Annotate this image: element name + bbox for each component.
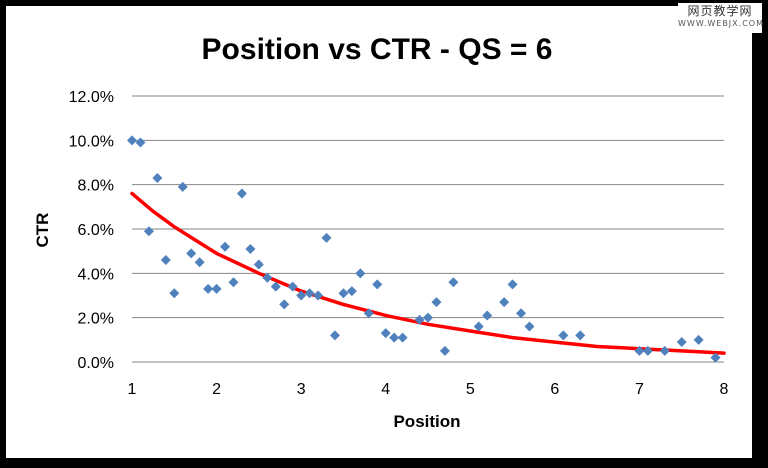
data-point: [346, 286, 357, 297]
data-point: [338, 288, 349, 299]
data-point: [304, 288, 315, 299]
data-point: [524, 321, 535, 332]
y-tick-labels: 0.0% 2.0% 4.0% 6.0% 8.0% 10.0% 12.0%: [69, 89, 114, 372]
data-point: [203, 283, 214, 294]
gridlines: [132, 95, 724, 363]
watermark-sub: WWW.WEBJX.COM: [678, 19, 764, 28]
data-point: [329, 330, 340, 341]
data-point: [676, 337, 687, 348]
data-point: [228, 277, 239, 288]
data-point: [143, 226, 154, 237]
data-point: [355, 268, 366, 279]
data-point: [220, 241, 231, 252]
data-point: [423, 312, 433, 323]
y-tick-label: 6.0%: [78, 222, 114, 239]
trendline-group: [130, 191, 726, 355]
data-point: [321, 232, 332, 243]
data-point: [575, 330, 586, 341]
y-tick-label: 10.0%: [69, 133, 114, 150]
data-points: [127, 135, 721, 363]
data-point: [211, 283, 222, 294]
y-tick-label: 4.0%: [78, 266, 114, 283]
data-point: [253, 259, 264, 270]
x-tick-label: 1: [128, 381, 137, 398]
data-point: [270, 281, 281, 292]
trendline: [130, 191, 726, 355]
x-tick-label: 3: [297, 381, 306, 398]
chart-title: Position vs CTR - QS = 6: [202, 33, 553, 66]
data-point: [473, 321, 484, 332]
x-tick-label: 2: [212, 381, 221, 398]
chart-frame: [6, 6, 752, 458]
data-point: [245, 243, 256, 254]
x-tick-label: 8: [720, 381, 729, 398]
data-point: [693, 334, 704, 345]
data-point: [363, 308, 374, 319]
y-axis-label: CTR: [33, 213, 52, 248]
data-point: [431, 297, 442, 308]
data-point: [516, 308, 527, 319]
data-point: [397, 332, 408, 343]
data-point: [160, 255, 171, 266]
data-point: [296, 290, 307, 301]
data-point: [389, 332, 400, 343]
x-axis-label: Position: [393, 412, 460, 431]
y-tick-label: 0.0%: [78, 355, 114, 372]
x-tick-labels: 1 2 3 4 5 6 7 8: [128, 381, 729, 398]
data-point: [262, 272, 273, 283]
data-point: [236, 188, 247, 199]
data-point: [507, 279, 518, 290]
y-tick-label: 8.0%: [78, 178, 114, 195]
data-point: [380, 328, 391, 339]
x-tick-label: 4: [381, 381, 390, 398]
data-point: [135, 137, 146, 148]
data-point: [642, 345, 653, 356]
x-tick-label: 5: [466, 381, 475, 398]
data-point: [186, 248, 197, 259]
data-point: [152, 173, 163, 184]
x-tick-label: 6: [550, 381, 559, 398]
data-point: [313, 290, 324, 301]
y-tick-label: 12.0%: [69, 89, 114, 106]
data-point: [372, 279, 383, 290]
x-tick-label: 7: [635, 381, 644, 398]
data-point: [659, 345, 670, 356]
y-tick-label: 2.0%: [78, 311, 114, 328]
data-point: [448, 277, 459, 288]
data-point: [169, 288, 180, 299]
data-point: [177, 181, 188, 192]
data-point: [279, 299, 290, 310]
data-point: [439, 345, 450, 356]
data-point: [634, 345, 645, 356]
data-point: [499, 297, 510, 308]
data-point: [194, 257, 205, 268]
watermark-main: 网页教学网: [687, 4, 753, 18]
data-point: [287, 281, 298, 292]
watermark: 网页教学网 WWW.WEBJX.COM: [678, 3, 764, 33]
data-point: [482, 310, 493, 321]
data-point: [127, 135, 137, 146]
data-point: [414, 314, 425, 325]
data-point: [558, 330, 569, 341]
data-point: [710, 352, 721, 363]
